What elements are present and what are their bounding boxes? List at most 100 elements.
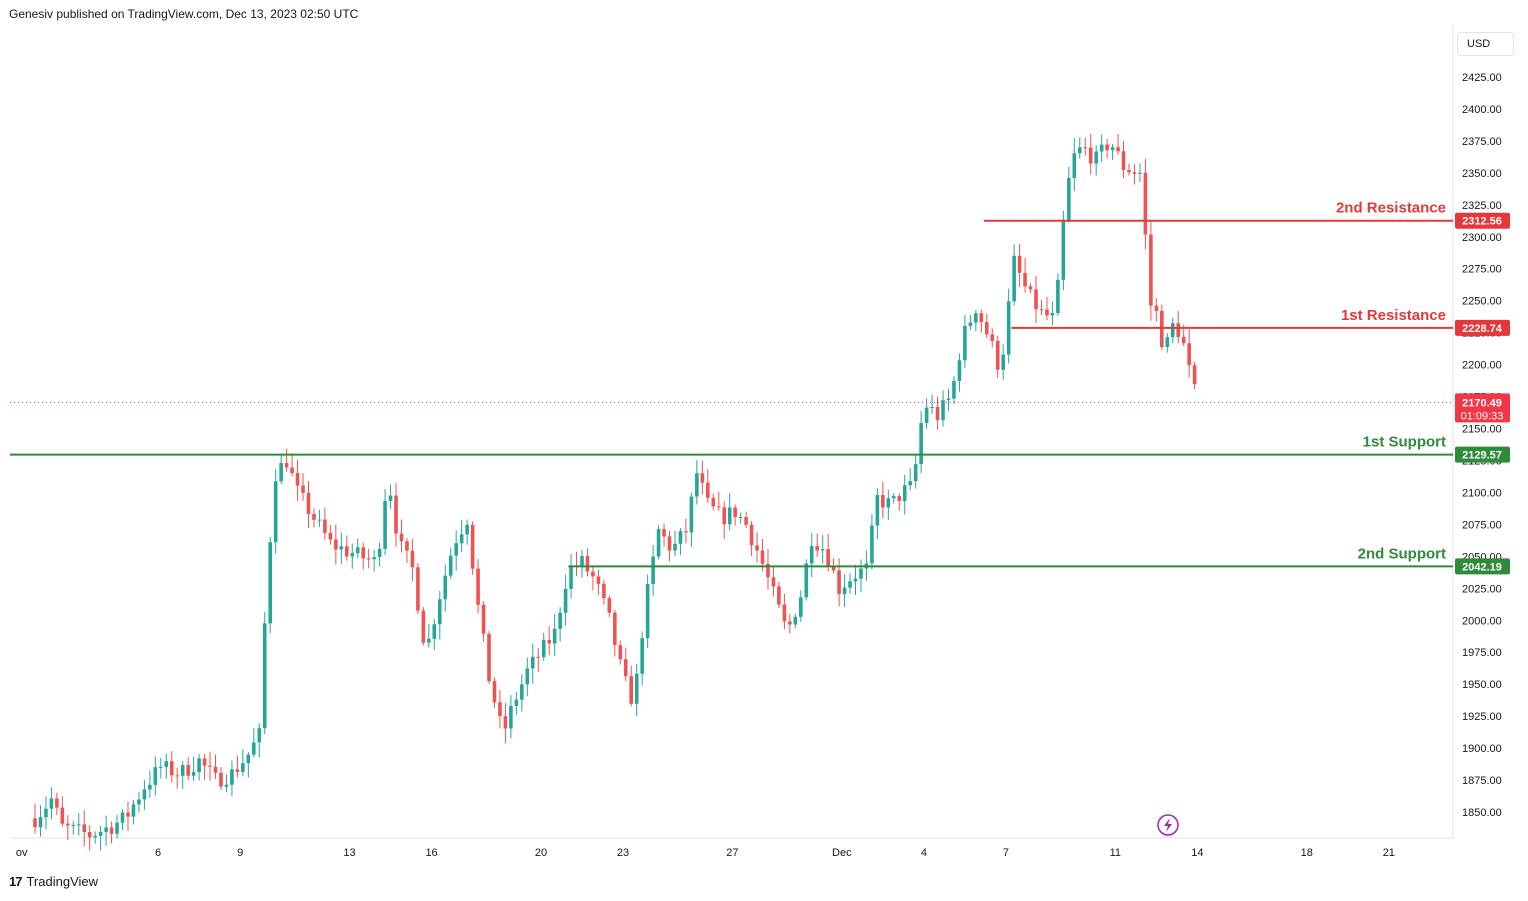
y-tick-label: 1950.00 — [1462, 679, 1502, 691]
candle-body — [191, 772, 196, 776]
candle-body — [208, 765, 212, 767]
y-tick-label: 2000.00 — [1462, 615, 1502, 627]
candle-body — [1154, 305, 1159, 311]
candle-body — [727, 507, 732, 525]
candle-body — [946, 398, 951, 401]
candle-body — [897, 496, 902, 502]
candle-body — [1165, 337, 1170, 348]
candle-body — [738, 516, 743, 518]
candle-body — [930, 406, 934, 408]
candle-body — [230, 769, 234, 785]
candle-body — [334, 539, 338, 550]
y-tick-label: 2250.00 — [1462, 296, 1502, 308]
tags-layer: 2312.56 2228.74 2129.57 2042.19 2170.4901:09… — [1157, 212, 1510, 836]
candle-body — [563, 588, 568, 613]
candle-body — [629, 676, 634, 704]
x-tick-label: 13 — [343, 847, 355, 859]
y-tick-label: 2075.00 — [1462, 519, 1502, 531]
level-price-tag — [1455, 446, 1510, 463]
lightning-event-icon[interactable] — [1157, 814, 1179, 836]
candle-body — [33, 818, 37, 828]
candle-body — [902, 485, 907, 502]
candle-body — [804, 563, 809, 598]
candle-body — [219, 772, 223, 787]
y-tick-label: 2325.00 — [1462, 200, 1502, 212]
candle-body — [1061, 219, 1066, 280]
candle-body — [1083, 147, 1088, 149]
candle-body — [990, 334, 995, 341]
candle-body — [355, 547, 360, 554]
candle-body — [328, 532, 333, 540]
candle-body — [153, 767, 158, 785]
candle-body — [711, 497, 716, 507]
candle-body — [432, 624, 437, 639]
candle-body — [859, 568, 863, 579]
candle-body — [924, 407, 929, 424]
candle-body — [881, 495, 885, 508]
candle-body — [722, 507, 727, 525]
candle-body — [1094, 151, 1098, 164]
candle-body — [547, 639, 551, 644]
candle-body — [421, 610, 426, 643]
candle-body — [131, 804, 136, 817]
x-tick-label: 14 — [1191, 847, 1203, 859]
candle-body — [164, 761, 169, 767]
candle-body — [848, 581, 852, 588]
candle-body — [1160, 310, 1164, 348]
candle-body — [755, 545, 759, 551]
level-label: 1st Resistance — [1341, 307, 1446, 324]
candle-body — [49, 798, 54, 809]
candle-body — [941, 400, 945, 421]
candle-body — [870, 525, 874, 564]
candle-body — [1045, 309, 1049, 316]
candle-body — [394, 495, 398, 534]
x-tick-label: Dec — [832, 847, 852, 859]
candle-body — [613, 612, 617, 646]
candle-body — [820, 549, 825, 551]
currency-selector[interactable]: USD — [1457, 32, 1514, 56]
level-label: 2nd Resistance — [1336, 200, 1446, 217]
tradingview-footer[interactable]: 17 TradingView — [9, 874, 98, 889]
candle-body — [60, 807, 65, 824]
candle-body — [71, 824, 76, 826]
candle-body — [640, 638, 644, 674]
candle-body — [427, 638, 431, 643]
candle-body — [585, 556, 590, 572]
candle-body — [306, 492, 311, 514]
candle-body — [815, 546, 820, 551]
candle-body — [1017, 255, 1022, 273]
candle-body — [503, 716, 508, 729]
candle-body — [1110, 147, 1115, 151]
candle-body — [66, 823, 70, 826]
level-price-tag — [1455, 558, 1510, 575]
candle-body — [957, 360, 962, 381]
candle-body — [1006, 301, 1011, 355]
candle-body — [1143, 172, 1148, 235]
candle-body — [383, 500, 387, 549]
candle-body — [1056, 279, 1060, 314]
candle-body — [552, 628, 557, 644]
candle-body — [591, 571, 595, 577]
candle-body — [777, 586, 781, 605]
candle-body — [744, 516, 748, 525]
x-tick-label: 11 — [1110, 847, 1121, 859]
candle-body — [55, 798, 59, 808]
candle-body — [793, 616, 798, 625]
candle-body — [913, 464, 918, 482]
x-tick-label: 6 — [155, 847, 161, 859]
candle-body — [782, 604, 787, 622]
candle-body — [104, 827, 108, 832]
candle-body — [126, 812, 130, 817]
grid-layer — [10, 25, 1454, 839]
candle-body — [766, 563, 770, 578]
candle-body — [76, 824, 81, 826]
candle-body — [372, 557, 376, 560]
candle-body — [284, 463, 289, 468]
last-price-tag — [1455, 393, 1510, 423]
candle-body — [1149, 234, 1153, 306]
candle-body — [536, 656, 541, 658]
candle-body — [700, 473, 705, 483]
candle-body — [1077, 147, 1082, 154]
